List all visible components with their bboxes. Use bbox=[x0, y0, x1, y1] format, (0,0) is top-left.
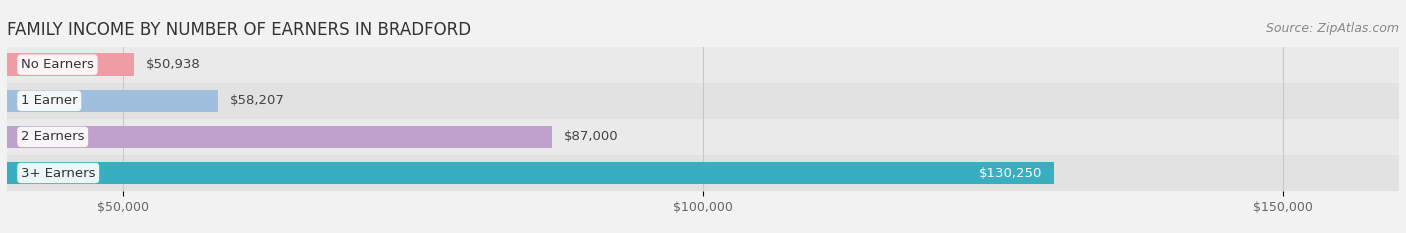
Bar bbox=[7, 89, 218, 112]
Text: 2 Earners: 2 Earners bbox=[21, 130, 84, 143]
Bar bbox=[7, 83, 1399, 119]
Text: FAMILY INCOME BY NUMBER OF EARNERS IN BRADFORD: FAMILY INCOME BY NUMBER OF EARNERS IN BR… bbox=[7, 21, 471, 39]
Text: 3+ Earners: 3+ Earners bbox=[21, 167, 96, 179]
Bar bbox=[7, 155, 1399, 191]
Text: $58,207: $58,207 bbox=[229, 94, 284, 107]
Bar bbox=[7, 162, 1054, 184]
Bar bbox=[7, 126, 553, 148]
Text: $130,250: $130,250 bbox=[979, 167, 1042, 179]
Bar bbox=[7, 53, 134, 76]
Text: 1 Earner: 1 Earner bbox=[21, 94, 77, 107]
Bar bbox=[7, 119, 1399, 155]
Bar bbox=[7, 47, 1399, 83]
Text: $87,000: $87,000 bbox=[564, 130, 619, 143]
Text: No Earners: No Earners bbox=[21, 58, 94, 71]
Text: $50,938: $50,938 bbox=[145, 58, 200, 71]
Text: Source: ZipAtlas.com: Source: ZipAtlas.com bbox=[1265, 23, 1399, 35]
